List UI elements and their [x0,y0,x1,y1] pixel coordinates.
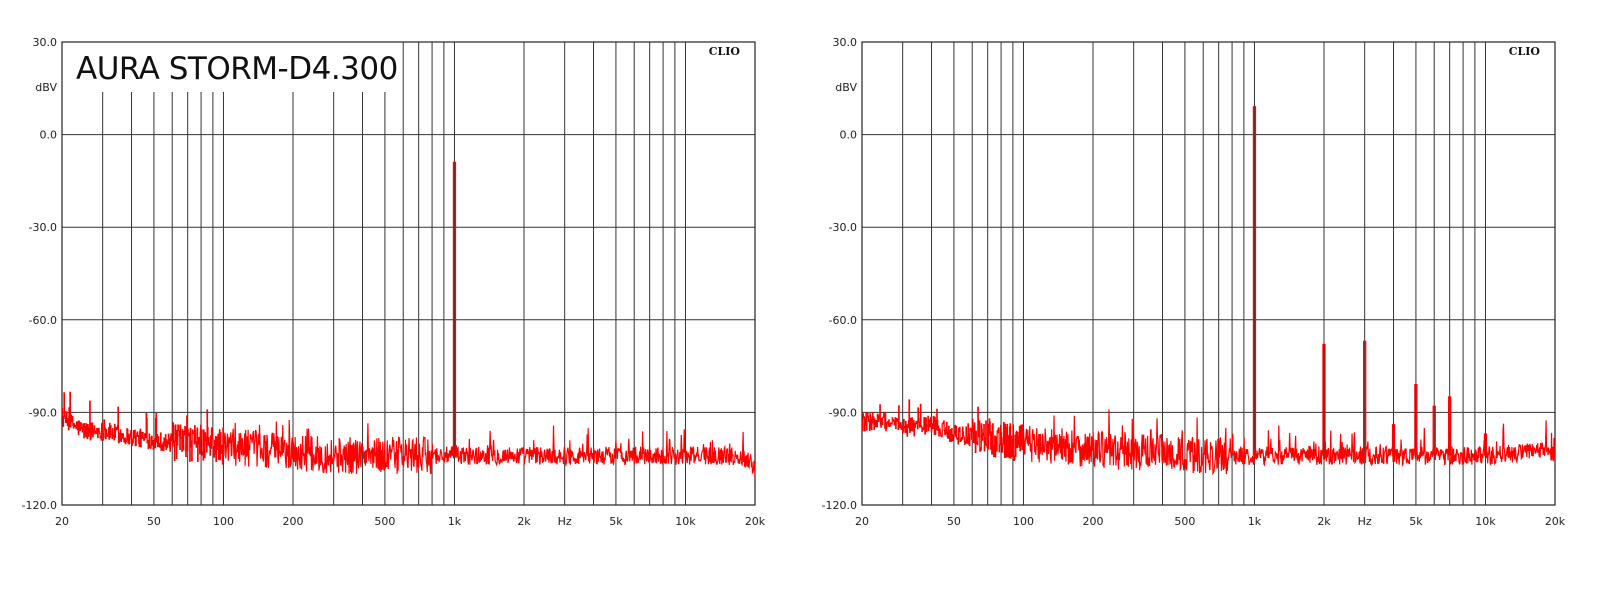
y-axis-label: dBV [835,81,857,94]
x-tick-label: 500 [1174,515,1195,528]
y-tick-label: -30.0 [829,221,857,234]
x-tick-label: 200 [1083,515,1104,528]
x-tick-label: 100 [213,515,234,528]
spectrum-trace [61,391,756,477]
y-tick-label: 30.0 [33,36,58,49]
chart-title: AURA STORM-D4.300 [76,51,398,87]
plot-frame [61,41,756,506]
spectrum-chart-right: 30.0 0.0 -30.0 -60.0 -90.0 -120.0 dBV 20 50 100 20… [800,0,1600,600]
y-tick-label: -120.0 [22,499,57,512]
spectrum-peak [1448,396,1452,456]
x-tick-label: 2k [517,515,531,528]
x-tick-label: 20 [55,515,69,528]
spectrum-peak [1363,340,1367,456]
x-tick-label: 5k [1409,515,1423,528]
y-tick-label: -60.0 [829,314,857,327]
y-tick-label: 30.0 [833,36,858,49]
x-axis-label: Hz [558,515,572,528]
x-tick-label: 5k [609,515,623,528]
brand-label: CLIO [1509,45,1541,58]
y-axis-label: dBV [35,81,57,94]
x-axis-label: Hz [1358,515,1372,528]
grid [62,41,755,506]
x-tick-label: 20k [745,515,766,528]
spectrum-peak [1322,343,1326,456]
y-tick-label: -90.0 [29,406,57,419]
x-tick-label: 20k [1545,515,1566,528]
y-tick-label: 0.0 [840,129,858,142]
y-tick-label: -30.0 [29,221,57,234]
x-tick-label: 100 [1013,515,1034,528]
y-tick-label: -90.0 [829,406,857,419]
y-tick-label: 0.0 [40,129,58,142]
x-tick-label: 2k [1317,515,1331,528]
x-tick-label: 20 [855,515,869,528]
x-tick-label: 200 [283,515,304,528]
x-tick-label: 10k [675,515,696,528]
x-tick-label: 1k [448,515,462,528]
spectrum-peak [1483,433,1488,456]
x-tick-label: 500 [374,515,395,528]
x-tick-label: 10k [1475,515,1496,528]
spectrum-trace [861,399,1556,476]
spectrum-peak [1414,383,1418,456]
spectrum-peak [1391,424,1396,456]
chart-svg: 30.0 0.0 -30.0 -60.0 -90.0 -120.0 dBV 20 50 100 20… [822,36,1566,528]
x-tick-label: 50 [147,515,161,528]
spectrum-peak [452,161,457,456]
title-background [64,44,394,90]
chart-svg: 30.0 0.0 -30.0 -60.0 -90.0 -120.0 dBV 20 50 100 20… [22,36,766,528]
spectrum-peak [1252,106,1257,456]
y-tick-label: -120.0 [822,499,857,512]
brand-label: CLIO [709,45,741,58]
y-tick-label: -60.0 [29,314,57,327]
x-tick-label: 1k [1248,515,1262,528]
spectrum-peak [1432,405,1436,456]
spectrum-chart-left: 30.0 0.0 -30.0 -60.0 -90.0 -120.0 dBV 20 50 100 20… [0,0,800,600]
plot-frame [861,41,1556,506]
x-tick-label: 50 [947,515,961,528]
